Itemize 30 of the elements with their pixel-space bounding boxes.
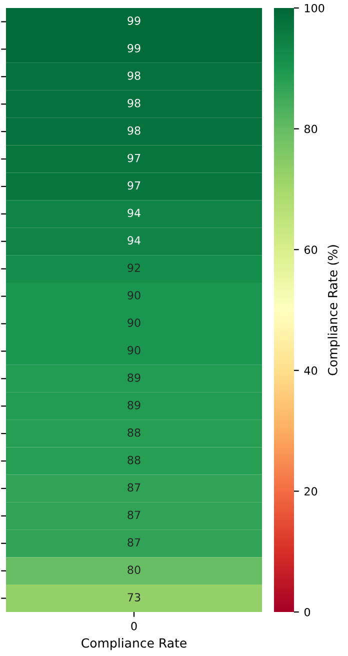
- data-label: 90: [128, 291, 140, 300]
- data-label: 98: [128, 126, 140, 135]
- color-bar-label: 0: [304, 608, 310, 616]
- data-label: 89: [128, 373, 140, 382]
- color-bar-label: 20: [304, 487, 318, 496]
- data-label: 88: [128, 428, 140, 437]
- color-bar-label: 60: [304, 246, 318, 254]
- data-label: 98: [128, 71, 140, 80]
- data-label: 90: [128, 318, 140, 327]
- data-label: 99: [128, 16, 140, 25]
- data-label: 87: [128, 483, 140, 492]
- data-label: 88: [128, 456, 140, 464]
- data-label: 94: [128, 208, 140, 218]
- data-label: 89: [128, 400, 140, 410]
- data-label: 97: [128, 154, 140, 162]
- data-label: 73: [128, 593, 140, 602]
- data-label: 99: [128, 44, 140, 52]
- color-bar-title: Compliance Rate (%): [328, 245, 340, 376]
- data-label: 87: [128, 510, 140, 520]
- data-label: 87: [128, 538, 140, 547]
- x-axis-title: Compliance Rate: [82, 638, 186, 650]
- data-label: 90: [128, 346, 140, 354]
- data-label: 80: [128, 566, 140, 574]
- color-bar-label: 40: [304, 366, 318, 375]
- color-bar-label: 80: [304, 124, 318, 134]
- data-label: 92: [128, 264, 140, 272]
- data-label: 94: [128, 236, 140, 245]
- data-label: 97: [128, 181, 140, 190]
- data-label: 98: [128, 98, 140, 108]
- color-bar-label: 100: [304, 4, 324, 12]
